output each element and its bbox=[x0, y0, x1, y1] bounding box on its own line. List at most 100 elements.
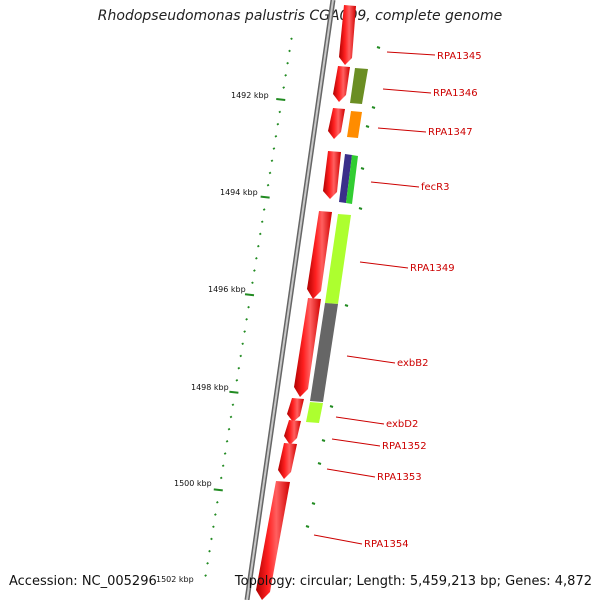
gene-arrow-rpa1354[interactable] bbox=[256, 481, 290, 600]
minor-tick bbox=[225, 440, 229, 443]
minor-tick bbox=[231, 403, 235, 407]
major-tick bbox=[213, 488, 223, 492]
outer-tick bbox=[329, 405, 334, 408]
cog-block-exbd2[interactable] bbox=[306, 402, 323, 423]
minor-tick bbox=[266, 183, 270, 187]
gene-arrow-rpa1353[interactable] bbox=[278, 443, 297, 479]
outer-tick bbox=[317, 462, 322, 465]
minor-tick bbox=[235, 379, 239, 382]
minor-tick bbox=[221, 464, 225, 468]
minor-tick bbox=[214, 513, 217, 516]
minor-tick bbox=[219, 476, 223, 480]
gene-label-rpa1345[interactable]: RPA1345 bbox=[437, 51, 482, 62]
tick-label-1496: 1496 kbp bbox=[208, 285, 246, 294]
minor-tick bbox=[276, 122, 280, 126]
scale-ticks bbox=[204, 37, 381, 577]
gene-arrow-rpa1346[interactable] bbox=[333, 66, 350, 102]
gene-label-rpa1347[interactable]: RPA1347 bbox=[428, 127, 473, 138]
minor-tick bbox=[237, 366, 241, 370]
gene-label-leaders bbox=[313, 51, 436, 545]
gene-label-rpa1346[interactable]: RPA1346 bbox=[433, 88, 478, 99]
minor-tick bbox=[284, 74, 287, 77]
minor-tick bbox=[255, 257, 258, 260]
minor-tick bbox=[258, 232, 262, 236]
outer-tick bbox=[344, 304, 349, 307]
minor-tick bbox=[272, 147, 276, 150]
tick-label-1500: 1500 kbp bbox=[174, 479, 212, 488]
minor-tick bbox=[268, 171, 272, 175]
minor-tick bbox=[208, 549, 211, 553]
minor-tick bbox=[278, 110, 282, 114]
gene-arrow-fecr3[interactable] bbox=[323, 151, 341, 199]
major-tick bbox=[260, 195, 270, 199]
scale-labels: 1492 kbp 1494 kbp 1496 kbp 1498 kbp 1500… bbox=[156, 91, 269, 584]
minor-tick bbox=[290, 37, 293, 41]
minor-tick bbox=[241, 342, 245, 346]
accession-label: Accession: NC_005296 bbox=[9, 574, 157, 589]
gene-label-fecr3[interactable]: fecR3 bbox=[421, 182, 449, 193]
minor-tick bbox=[223, 452, 227, 455]
gene-label-exbb2[interactable]: exbB2 bbox=[397, 358, 428, 369]
minor-tick bbox=[212, 525, 215, 529]
minor-tick bbox=[253, 269, 256, 272]
minor-tick bbox=[243, 330, 246, 333]
major-tick bbox=[244, 293, 255, 297]
cog-block-exbb2[interactable] bbox=[310, 303, 338, 402]
minor-tick bbox=[206, 562, 209, 565]
outer-tick bbox=[305, 525, 310, 528]
gene-label-rpa1353[interactable]: RPA1353 bbox=[377, 472, 422, 483]
gene-arrow-exbd2-fwd[interactable] bbox=[287, 398, 304, 422]
gene-label-rpa1354[interactable]: RPA1354 bbox=[364, 539, 409, 550]
minor-tick bbox=[204, 574, 207, 577]
minor-tick bbox=[270, 159, 274, 163]
tick-label-1492: 1492 kbp bbox=[231, 91, 269, 100]
topology-label: Topology: circular; Length: 5,459,213 bp… bbox=[234, 574, 592, 589]
minor-tick bbox=[247, 305, 250, 309]
gene-arrow-rpa1345[interactable] bbox=[339, 5, 356, 65]
minor-tick bbox=[239, 354, 243, 358]
minor-tick bbox=[286, 61, 289, 65]
minor-tick bbox=[282, 86, 286, 89]
gene-label-rpa1352[interactable]: RPA1352 bbox=[382, 441, 427, 452]
minor-tick bbox=[256, 244, 260, 248]
gene-label-rpa1349[interactable]: RPA1349 bbox=[410, 263, 455, 274]
outer-tick bbox=[365, 125, 370, 128]
gene-arrow-rpa1352[interactable] bbox=[284, 420, 301, 445]
outer-tick bbox=[321, 439, 326, 442]
cog-block-fecr3-a[interactable] bbox=[339, 154, 352, 203]
minor-tick bbox=[227, 427, 231, 431]
gene-labels: RPA1345 RPA1346 RPA1347 fecR3 RPA1349 ex… bbox=[364, 51, 482, 550]
minor-tick bbox=[288, 49, 291, 53]
tick-label-1494: 1494 kbp bbox=[220, 188, 258, 197]
tick-label-1498: 1498 kbp bbox=[191, 383, 229, 392]
cog-block-rpa1347[interactable] bbox=[347, 111, 362, 138]
tick-label-1502: 1502 kbp bbox=[156, 575, 194, 584]
minor-tick bbox=[260, 220, 264, 224]
minor-tick bbox=[274, 135, 278, 138]
minor-tick bbox=[210, 537, 213, 541]
cog-block-rpa1349[interactable] bbox=[325, 214, 351, 304]
minor-tick bbox=[262, 208, 266, 211]
outer-tick bbox=[376, 46, 381, 49]
cog-gene-blocks bbox=[306, 68, 368, 423]
gene-arrow-rpa1349[interactable] bbox=[307, 211, 332, 299]
minor-tick bbox=[215, 501, 219, 504]
major-tick bbox=[229, 390, 239, 394]
gene-label-exbd2[interactable]: exbD2 bbox=[386, 419, 418, 430]
outer-tick bbox=[311, 502, 316, 505]
forward-strand-genes bbox=[256, 5, 356, 600]
gene-arrow-exbb2-fwd[interactable] bbox=[294, 298, 321, 397]
minor-tick bbox=[245, 318, 248, 321]
map-title: Rhodopseudomonas palustris CGA009, compl… bbox=[97, 8, 503, 24]
minor-tick bbox=[251, 281, 254, 285]
outer-tick bbox=[371, 106, 376, 109]
outer-tick bbox=[358, 207, 363, 210]
minor-tick bbox=[229, 415, 233, 419]
gene-arrow-rpa1347[interactable] bbox=[328, 108, 345, 139]
cog-block-fecr3-b[interactable] bbox=[346, 155, 358, 204]
genome-backbone bbox=[244, 0, 336, 600]
major-tick bbox=[276, 98, 286, 101]
cog-block-rpa1346[interactable] bbox=[350, 68, 368, 104]
outer-tick bbox=[360, 167, 365, 170]
